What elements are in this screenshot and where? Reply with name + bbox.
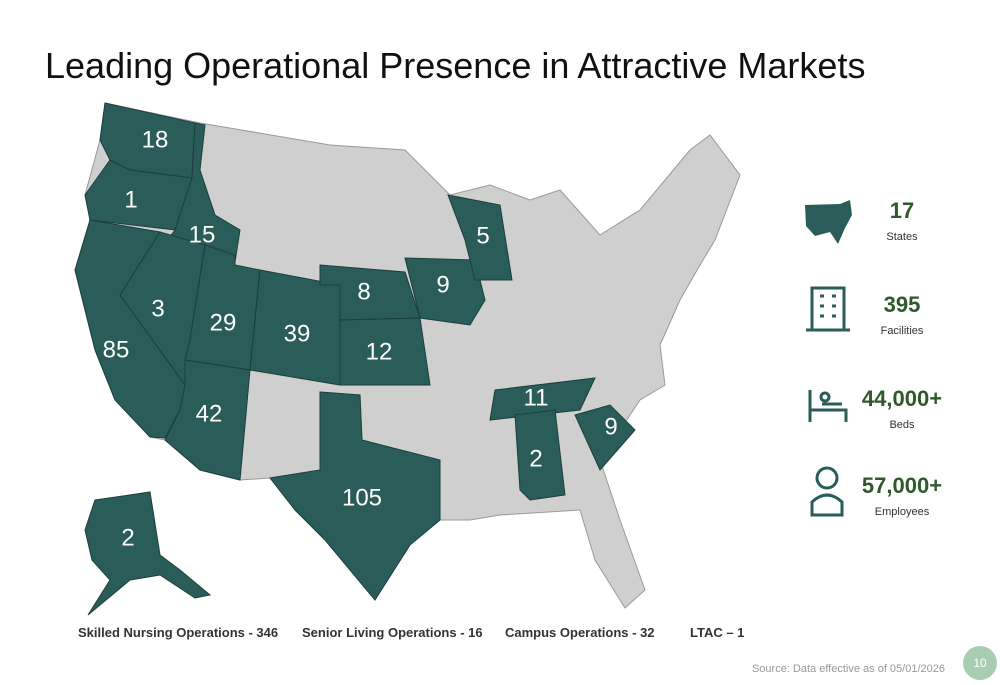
stat-label: Beds (889, 419, 915, 431)
state (404, 257, 486, 326)
state (84, 491, 212, 616)
legend-item: Skilled Nursing Operations - 346 (78, 625, 278, 640)
state (574, 404, 636, 471)
state (514, 409, 566, 501)
state-count: 42 (196, 400, 223, 427)
legend: Skilled Nursing Operations - 346 Senior L… (78, 625, 744, 640)
state (447, 194, 513, 281)
state-count: 8 (357, 278, 370, 305)
state-count: 105 (342, 484, 382, 511)
slide-title: Leading Operational Presence in Attracti… (45, 45, 865, 86)
state (164, 359, 251, 481)
state-count: 39 (284, 320, 311, 347)
legend-item: Campus Operations - 32 (505, 625, 655, 640)
us-icon (805, 200, 852, 244)
state-count: 9 (604, 413, 617, 440)
state-count: 18 (142, 126, 169, 153)
state-count: 85 (103, 336, 130, 363)
state-count: 9 (436, 271, 449, 298)
stat-label: States (886, 231, 918, 243)
stat-label: Facilities (881, 325, 924, 337)
legend-item: LTAC – 1 (690, 625, 744, 640)
us-map (74, 102, 741, 616)
state (159, 122, 241, 263)
state-count: 2 (121, 524, 134, 551)
page-badge (963, 646, 997, 680)
state-count: 12 (366, 338, 393, 365)
source-note: Source: Data effective as of 05/01/2026 (752, 663, 945, 675)
legend-item: Senior Living Operations - 16 (302, 625, 483, 640)
stat-value: 395 (884, 292, 921, 317)
state (269, 391, 441, 601)
state-count: 5 (476, 222, 489, 249)
stat-value: 17 (890, 198, 914, 223)
stats: 17 States 395 Facilities 44,000+ Beds 57,000+ E… (862, 198, 942, 518)
state (339, 317, 431, 386)
state-count: 11 (524, 384, 549, 411)
state-count: 29 (210, 309, 237, 336)
stat-icons (805, 200, 852, 517)
state-count: 15 (189, 221, 216, 248)
bed-icon (808, 390, 848, 422)
building-icon (806, 286, 850, 332)
page-number: 10 (973, 656, 987, 670)
stat-value: 57,000+ (862, 473, 942, 498)
state (489, 377, 596, 421)
stat-value: 44,000+ (862, 386, 942, 411)
stat-label: Employees (875, 506, 930, 518)
doctor-icon (810, 466, 844, 517)
state-count: 2 (529, 445, 542, 472)
state-count: 1 (124, 186, 137, 213)
state-count: 3 (151, 295, 164, 322)
